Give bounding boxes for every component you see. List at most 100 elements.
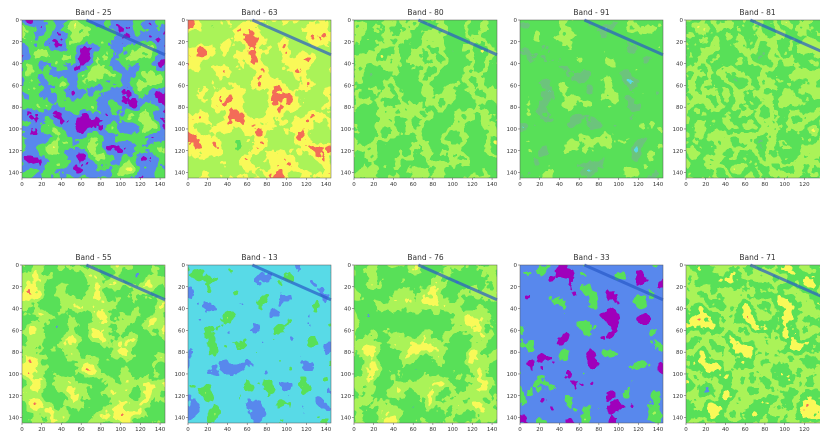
y-tick-label: 120 [341, 394, 352, 400]
panel-title: Band - 55 [75, 253, 112, 262]
y-tick-label: 140 [9, 171, 20, 177]
x-tick-label: 60 [410, 427, 417, 432]
band-image [686, 20, 820, 178]
x-tick-label: 20 [204, 427, 211, 432]
x-tick-label: 20 [536, 182, 543, 188]
y-tick-label: 0 [182, 263, 186, 269]
x-tick-label: 100 [779, 427, 790, 432]
x-tick-label: 80 [97, 427, 104, 432]
x-tick-label: 100 [447, 427, 458, 432]
x-tick-label: 60 [410, 182, 417, 188]
x-tick-label: 0 [186, 182, 190, 188]
x-tick-label: 40 [390, 182, 397, 188]
x-tick-label: 120 [799, 182, 810, 188]
panel-title: Band - 76 [407, 253, 444, 262]
y-tick-label: 80 [178, 350, 185, 356]
y-tick-label: 80 [12, 350, 19, 356]
y-tick-label: 120 [175, 149, 186, 155]
y-tick-label: 60 [344, 83, 351, 89]
x-tick-label: 140 [653, 427, 664, 432]
y-tick-label: 100 [507, 127, 518, 133]
y-tick-label: 40 [344, 307, 351, 313]
x-tick-label: 100 [281, 182, 292, 188]
x-tick-label: 40 [224, 427, 231, 432]
y-tick-label: 0 [348, 18, 352, 24]
x-tick-label: 40 [722, 427, 729, 432]
y-tick-label: 140 [175, 416, 186, 422]
x-tick-label: 80 [761, 427, 768, 432]
panel-title: Band - 71 [739, 253, 776, 262]
x-tick-label: 40 [58, 427, 65, 432]
x-tick-label: 0 [684, 427, 688, 432]
y-tick-label: 100 [507, 372, 518, 378]
y-tick-label: 20 [12, 285, 19, 291]
y-tick-label: 80 [344, 350, 351, 356]
x-tick-label: 80 [761, 182, 768, 188]
x-tick-label: 80 [97, 182, 104, 188]
x-tick-label: 0 [20, 182, 24, 188]
x-tick-label: 20 [38, 182, 45, 188]
x-tick-label: 120 [633, 427, 644, 432]
y-tick-label: 120 [507, 149, 518, 155]
x-tick-label: 100 [447, 182, 458, 188]
y-tick-label: 20 [178, 40, 185, 46]
x-tick-label: 120 [301, 182, 312, 188]
y-tick-label: 120 [507, 394, 518, 400]
y-tick-label: 100 [175, 372, 186, 378]
panel-title: Band - 25 [75, 8, 112, 17]
x-tick-label: 140 [155, 427, 166, 432]
y-tick-label: 80 [510, 105, 517, 111]
x-tick-label: 40 [556, 182, 563, 188]
x-tick-label: 20 [204, 182, 211, 188]
y-tick-label: 120 [341, 149, 352, 155]
x-tick-label: 100 [779, 182, 790, 188]
y-tick-label: 0 [514, 18, 518, 24]
y-tick-label: 0 [182, 18, 186, 24]
y-tick-label: 0 [348, 263, 352, 269]
panel-title: Band - 81 [739, 8, 776, 17]
x-tick-label: 40 [58, 182, 65, 188]
x-tick-label: 20 [38, 427, 45, 432]
y-tick-label: 60 [510, 328, 517, 334]
x-tick-label: 100 [613, 182, 624, 188]
y-tick-label: 80 [344, 105, 351, 111]
x-tick-label: 140 [653, 182, 664, 188]
panel-title: Band - 63 [241, 8, 278, 17]
x-tick-label: 0 [186, 427, 190, 432]
x-tick-label: 0 [352, 182, 356, 188]
x-tick-label: 120 [135, 427, 146, 432]
y-tick-label: 20 [12, 40, 19, 46]
y-tick-label: 140 [507, 416, 518, 422]
y-tick-label: 20 [510, 40, 517, 46]
y-tick-label: 0 [16, 263, 20, 269]
x-tick-label: 0 [352, 427, 356, 432]
y-tick-label: 120 [9, 394, 20, 400]
x-tick-label: 0 [684, 182, 688, 188]
y-tick-label: 100 [9, 127, 20, 133]
y-tick-label: 120 [9, 149, 20, 155]
y-tick-label: 20 [676, 40, 683, 46]
x-tick-label: 60 [576, 182, 583, 188]
y-tick-label: 40 [12, 307, 19, 313]
x-tick-label: 40 [556, 427, 563, 432]
y-tick-label: 40 [510, 307, 517, 313]
x-tick-label: 60 [78, 427, 85, 432]
y-tick-label: 0 [680, 18, 684, 24]
x-tick-label: 140 [321, 182, 332, 188]
x-tick-label: 40 [390, 427, 397, 432]
y-tick-label: 60 [344, 328, 351, 334]
y-tick-label: 140 [9, 416, 20, 422]
y-tick-label: 60 [12, 328, 19, 334]
y-tick-label: 140 [175, 171, 186, 177]
x-tick-label: 60 [742, 427, 749, 432]
y-tick-label: 40 [676, 307, 683, 313]
y-tick-label: 40 [510, 62, 517, 68]
x-tick-label: 80 [595, 427, 602, 432]
y-tick-label: 100 [9, 372, 20, 378]
y-tick-label: 60 [676, 83, 683, 89]
y-tick-label: 40 [12, 62, 19, 68]
y-tick-label: 20 [510, 285, 517, 291]
x-tick-label: 60 [244, 427, 251, 432]
x-tick-label: 20 [370, 427, 377, 432]
y-tick-label: 60 [178, 328, 185, 334]
